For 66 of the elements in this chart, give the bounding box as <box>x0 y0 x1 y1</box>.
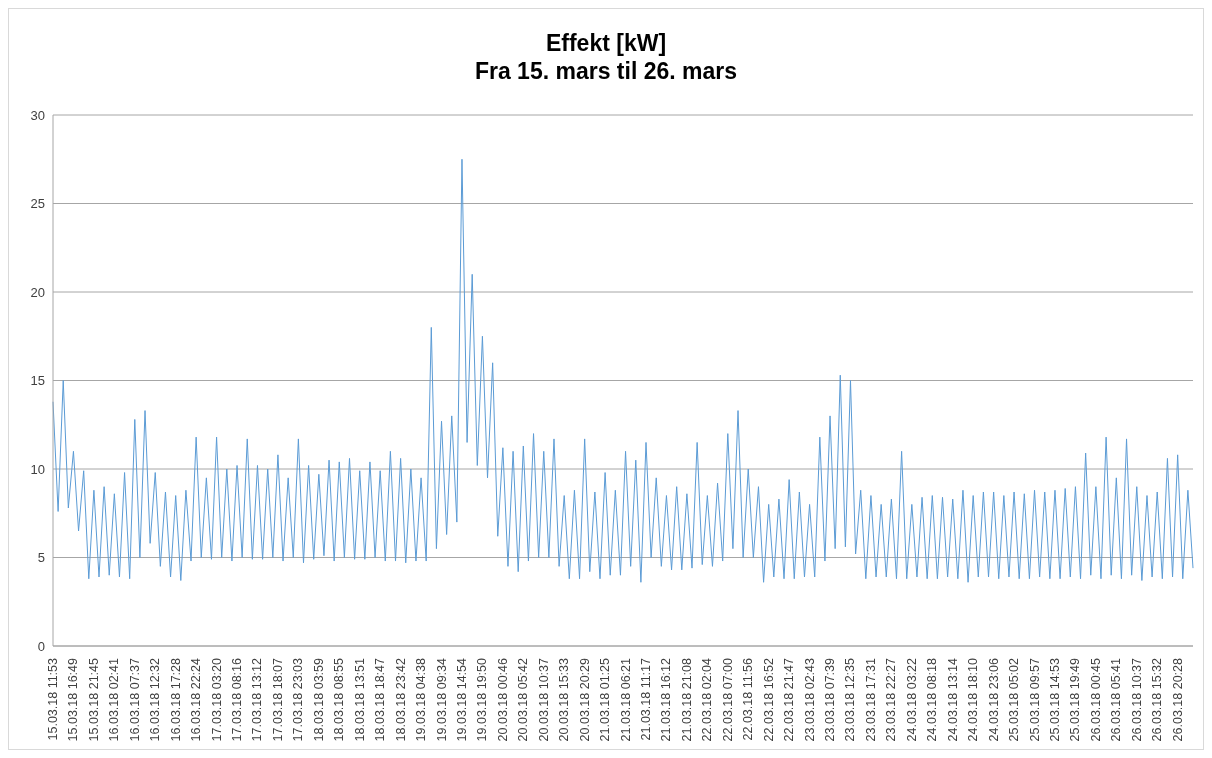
x-tick-label: 17.03.18 13:12 <box>250 657 265 742</box>
x-tick-label: 26.03.18 05:41 <box>1109 657 1124 742</box>
x-tick-label: 25.03.18 19:49 <box>1068 657 1083 742</box>
x-tick-label: 26.03.18 10:37 <box>1129 657 1144 742</box>
x-tick-label: 24.03.18 03:22 <box>904 657 919 742</box>
x-tick-label: 19.03.18 09:34 <box>434 657 449 742</box>
x-tick-label: 16.03.18 02:41 <box>107 657 122 742</box>
x-tick-label: 25.03.18 09:57 <box>1027 657 1042 742</box>
x-tick-label: 23.03.18 22:27 <box>884 657 899 742</box>
x-tick-label: 23.03.18 17:31 <box>863 657 878 742</box>
x-tick-label: 21.03.18 16:12 <box>659 657 674 742</box>
x-tick-label: 21.03.18 11:17 <box>639 657 653 741</box>
x-tick-label: 17.03.18 23:03 <box>291 657 306 742</box>
x-tick-label: 23.03.18 07:39 <box>823 657 838 742</box>
y-tick-label: 30 <box>30 107 45 123</box>
x-tick-label: 23.03.18 12:35 <box>843 657 858 742</box>
x-tick-label: 22.03.18 21:47 <box>782 657 797 742</box>
x-tick-label: 21.03.18 06:21 <box>618 657 633 742</box>
x-tick-label: 16.03.18 17:28 <box>168 657 183 742</box>
y-tick-label: 20 <box>30 284 45 300</box>
x-tick-label: 26.03.18 00:45 <box>1088 657 1103 742</box>
x-tick-label: 17.03.18 08:16 <box>230 657 245 742</box>
x-tick-label: 20.03.18 20:29 <box>577 657 592 742</box>
x-tick-label: 20.03.18 15:33 <box>557 657 572 742</box>
x-tick-label: 22.03.18 02:04 <box>700 657 715 742</box>
x-tick-label: 24.03.18 23:06 <box>986 657 1001 742</box>
x-tick-label: 18.03.18 13:51 <box>352 657 367 742</box>
x-tick-label: 22.03.18 11:56 <box>741 657 756 741</box>
x-tick-label: 18.03.18 03:59 <box>311 657 326 742</box>
y-tick-label: 10 <box>30 461 45 477</box>
chart-title: Effekt [kW] <box>544 29 668 57</box>
x-tick-label: 21.03.18 21:08 <box>679 657 694 742</box>
x-tick-label: 22.03.18 07:00 <box>720 657 735 742</box>
y-tick-label: 15 <box>30 373 45 389</box>
x-tick-label: 15.03.18 11:53 <box>46 657 60 741</box>
x-tick-label: 20.03.18 00:46 <box>495 657 510 742</box>
x-tick-label: 15.03.18 21:45 <box>86 657 101 742</box>
chart-subtitle: Fra 15. mars til 26. mars <box>473 57 739 85</box>
x-tick-label: 25.03.18 14:53 <box>1047 657 1062 742</box>
x-tick-label: 17.03.18 03:20 <box>209 657 224 742</box>
x-tick-label: 18.03.18 23:42 <box>393 657 408 742</box>
x-tick-label: 25.03.18 05:02 <box>1007 657 1022 742</box>
x-tick-label: 21.03.18 01:25 <box>598 657 613 742</box>
x-tick-label: 23.03.18 02:43 <box>802 657 817 742</box>
x-tick-label: 18.03.18 08:55 <box>332 657 347 742</box>
x-tick-label: 24.03.18 08:18 <box>925 657 940 742</box>
x-tick-label: 26.03.18 15:32 <box>1150 657 1165 742</box>
x-tick-label: 18.03.18 18:47 <box>373 657 388 742</box>
x-tick-label: 15.03.18 16:49 <box>66 657 81 742</box>
x-tick-label: 19.03.18 04:38 <box>414 657 429 742</box>
x-tick-label: 16.03.18 12:32 <box>148 657 163 742</box>
x-tick-label: 20.03.18 05:42 <box>516 657 531 742</box>
y-tick-label: 25 <box>30 196 45 212</box>
x-tick-label: 19.03.18 19:50 <box>475 657 490 742</box>
x-tick-label: 19.03.18 14:54 <box>454 657 469 742</box>
x-tick-label: 22.03.18 16:52 <box>761 657 776 742</box>
x-tick-label: 17.03.18 18:07 <box>270 657 285 742</box>
y-tick-label: 5 <box>37 550 45 566</box>
x-tick-label: 16.03.18 22:24 <box>189 657 204 742</box>
x-tick-label: 26.03.18 20:28 <box>1170 657 1185 742</box>
x-tick-label: 20.03.18 10:37 <box>536 657 551 742</box>
x-tick-label: 24.03.18 18:10 <box>966 657 981 742</box>
x-tick-label: 24.03.18 13:14 <box>945 657 960 742</box>
line-series <box>52 158 1194 583</box>
y-tick-label: 0 <box>37 638 45 654</box>
x-tick-label: 16.03.18 07:37 <box>127 657 142 742</box>
